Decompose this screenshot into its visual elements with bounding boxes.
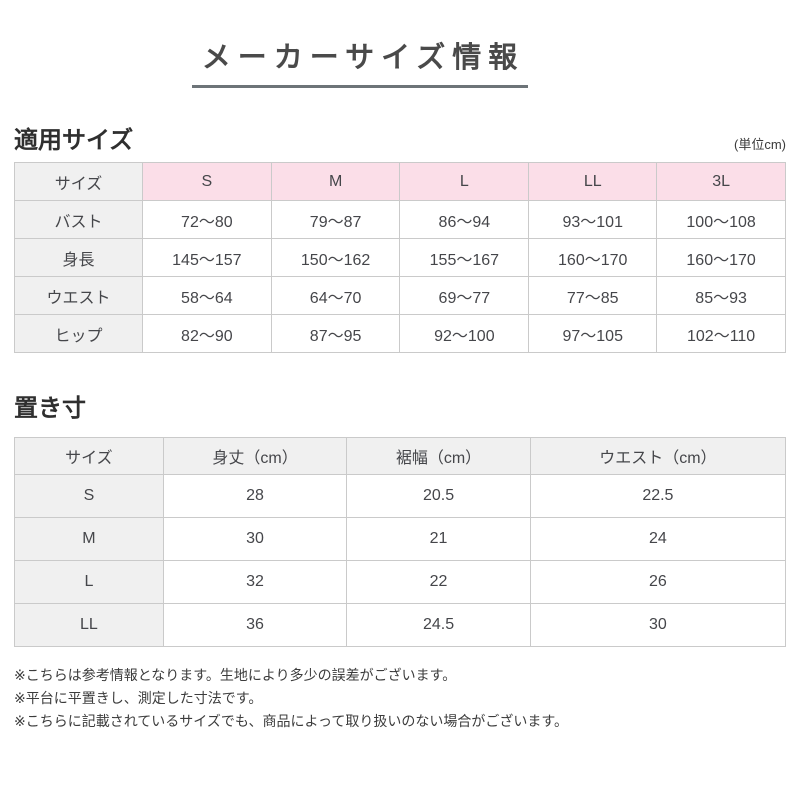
unit-note: (単位cm)	[734, 137, 786, 153]
value-cell: 82〜90	[141, 314, 272, 354]
value-cell: 160〜170	[528, 238, 658, 278]
table-row-l: L 32 22 26	[14, 559, 787, 604]
value-cell: 86〜94	[399, 200, 530, 240]
table-header-row: サイズ 身丈（cm） 裾幅（cm） ウエスト（cm）	[14, 436, 787, 475]
table-row-ll: LL 36 24.5 30	[14, 602, 787, 647]
size-3l-header-cell: 3L	[656, 162, 786, 202]
value-cell: 100〜108	[656, 200, 786, 240]
size-l-header-cell: L	[399, 162, 530, 202]
value-cell: 145〜157	[141, 238, 272, 278]
value-cell: 102〜110	[656, 314, 786, 354]
value-cell: 58〜64	[141, 276, 272, 316]
value-cell: 22	[346, 559, 531, 604]
size-ll-header-cell: LL	[528, 162, 658, 202]
flat-measurement-heading: 置き寸	[14, 395, 86, 423]
value-cell: 64〜70	[270, 276, 401, 316]
applicable-size-section-head: 適用サイズ (単位cm)	[14, 127, 786, 154]
waist-header-cell: ウエスト（cm）	[529, 436, 787, 475]
row-label-cell: S	[14, 473, 164, 518]
size-m-header-cell: M	[270, 162, 401, 202]
value-cell: 30	[162, 516, 348, 561]
row-label-cell: ウエスト	[14, 276, 143, 316]
table-row-hip: ヒップ 82〜90 87〜95 92〜100 97〜105 102〜110	[14, 314, 786, 354]
table-header-row: サイズ S M L LL 3L	[14, 162, 786, 202]
value-cell: 79〜87	[270, 200, 401, 240]
value-cell: 28	[162, 473, 348, 518]
row-label-cell: L	[14, 559, 164, 604]
value-cell: 21	[346, 516, 531, 561]
value-cell: 32	[162, 559, 348, 604]
size-header-cell: サイズ	[14, 436, 164, 475]
value-cell: 155〜167	[399, 238, 530, 278]
row-label-cell: バスト	[14, 200, 143, 240]
table-row-m: M 30 21 24	[14, 516, 787, 561]
body-length-header-cell: 身丈（cm）	[162, 436, 348, 475]
table-row-waist: ウエスト 58〜64 64〜70 69〜77 77〜85 85〜93	[14, 276, 786, 316]
value-cell: 160〜170	[656, 238, 786, 278]
value-cell: 26	[529, 559, 787, 604]
value-cell: 93〜101	[528, 200, 658, 240]
value-cell: 87〜95	[270, 314, 401, 354]
footnote: ※こちらは参考情報となります。生地により多少の誤差がございます。	[14, 666, 457, 683]
value-cell: 22.5	[529, 473, 787, 518]
footnote: ※こちらに記載されているサイズでも、商品によって取り扱いのない場合がございます。	[14, 712, 568, 729]
table-row-height: 身長 145〜157 150〜162 155〜167 160〜170 160〜1…	[14, 238, 786, 278]
value-cell: 20.5	[346, 473, 531, 518]
applicable-size-table: サイズ S M L LL 3L バスト 72〜80 79〜87 86〜94 93…	[14, 162, 786, 354]
hem-width-header-cell: 裾幅（cm）	[346, 436, 531, 475]
value-cell: 24	[529, 516, 787, 561]
value-cell: 36	[162, 602, 348, 647]
value-cell: 150〜162	[270, 238, 401, 278]
table-row-bust: バスト 72〜80 79〜87 86〜94 93〜101 100〜108	[14, 200, 786, 240]
table-row-s: S 28 20.5 22.5	[14, 473, 787, 518]
value-cell: 30	[529, 602, 787, 647]
footnote: ※平台に平置きし、測定した寸法です。	[14, 689, 263, 706]
page-title: メーカーサイズ情報	[191, 34, 529, 88]
value-cell: 92〜100	[399, 314, 530, 354]
row-label-cell: M	[14, 516, 164, 561]
flat-measurement-table: サイズ 身丈（cm） 裾幅（cm） ウエスト（cm） S 28 20.5 22.…	[14, 436, 787, 647]
size-s-header-cell: S	[141, 162, 272, 202]
footnotes: ※こちらは参考情報となります。生地により多少の誤差がございます。 ※平台に平置き…	[14, 664, 786, 733]
flat-measurement-section-head: 置き寸	[14, 395, 786, 423]
row-label-cell: LL	[14, 602, 164, 647]
value-cell: 69〜77	[399, 276, 530, 316]
value-cell: 77〜85	[528, 276, 658, 316]
value-cell: 72〜80	[141, 200, 272, 240]
applicable-size-heading: 適用サイズ	[14, 127, 134, 154]
size-header-cell: サイズ	[14, 162, 143, 202]
value-cell: 97〜105	[528, 314, 658, 354]
row-label-cell: ヒップ	[14, 314, 143, 354]
value-cell: 24.5	[346, 602, 531, 647]
row-label-cell: 身長	[14, 238, 143, 278]
page-header: メーカーサイズ情報	[0, 0, 800, 88]
value-cell: 85〜93	[656, 276, 786, 316]
